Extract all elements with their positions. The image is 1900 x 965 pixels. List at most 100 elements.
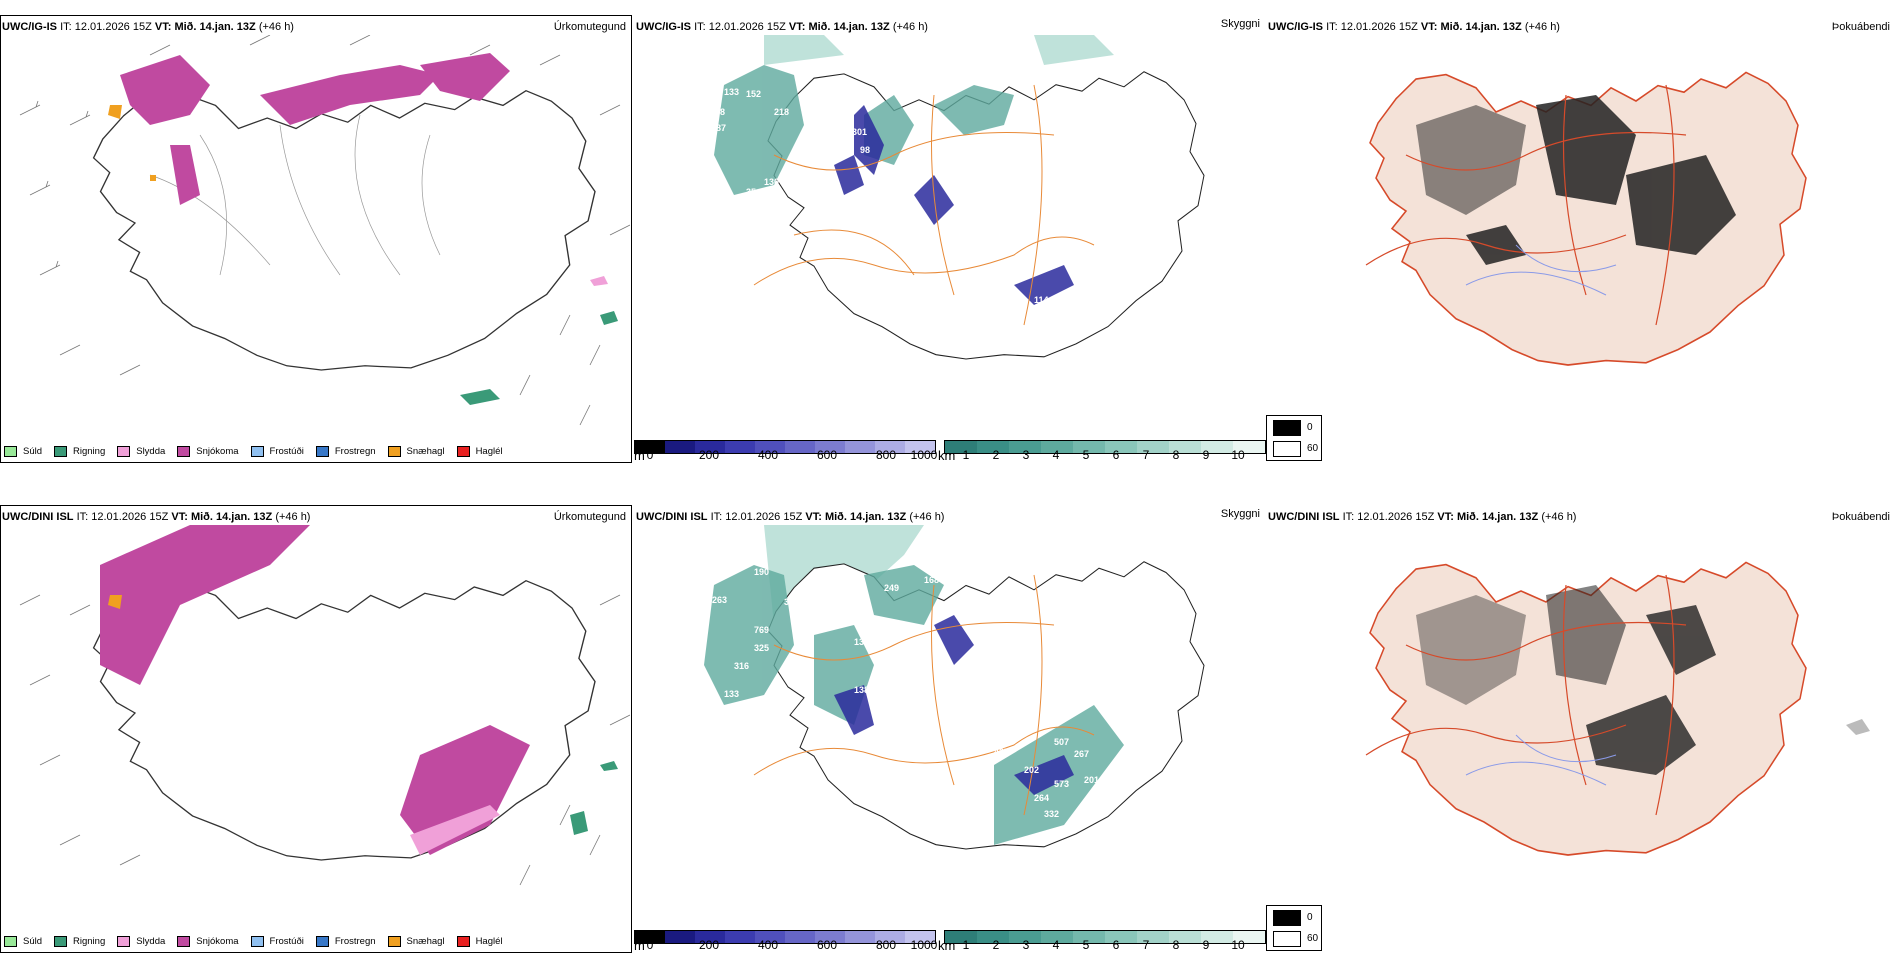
legend-label: 60 — [1307, 933, 1319, 944]
it-label: IT: — [1326, 21, 1338, 33]
tick: 2 — [992, 448, 1000, 462]
legend-label: Frostregn — [334, 445, 376, 457]
tick: 1 — [962, 938, 970, 952]
legend-item: Snjókoma — [177, 445, 239, 457]
legend-label: Slydda — [136, 445, 166, 457]
snow-pellet-areas — [108, 595, 122, 609]
tick: 6 — [1112, 938, 1120, 952]
tick: 5 — [1082, 938, 1090, 952]
panel-header: UWC/IG-IS IT: 12.01.2026 15Z VT: Mið. 14… — [636, 21, 928, 33]
svg-text:168: 168 — [924, 575, 939, 585]
precip-map — [19, 525, 630, 886]
it-label: IT: — [60, 21, 72, 33]
legend-item: Snæhagl — [387, 445, 445, 457]
legend-item: Rigning — [54, 935, 105, 947]
svg-text:133: 133 — [724, 689, 739, 699]
init-time: 12.01.2026 15Z — [1357, 511, 1435, 523]
svg-text:332: 332 — [1044, 809, 1059, 819]
svg-text:427: 427 — [994, 747, 1009, 757]
svg-text:218: 218 — [774, 107, 789, 117]
low-visibility-m — [834, 105, 1074, 305]
tick: 9 — [1202, 938, 1210, 952]
init-time: 12.01.2026 15Z — [725, 511, 803, 523]
model-name: UWC/IG-IS — [636, 21, 691, 33]
fog-legend: 0 60 — [1266, 905, 1322, 951]
svg-text:83: 83 — [794, 683, 804, 693]
svg-text:264: 264 — [1034, 793, 1049, 803]
legend-item: Haglél — [456, 445, 503, 457]
svg-text:359: 359 — [784, 597, 799, 607]
panel-header: UWC/DINI ISL IT: 12.01.2026 15Z VT: Mið.… — [636, 511, 944, 523]
field-name: Skyggni — [1220, 18, 1260, 30]
visibility-m-colorbar — [634, 440, 936, 454]
legend-item: Frostúði — [250, 445, 304, 457]
legend-label: Snjókoma — [196, 935, 239, 947]
visibility-map: 133 152 198 87 218 156 66 301 98 130 35 10 12 84 1… — [704, 35, 1205, 360]
tick: 0 — [646, 448, 654, 462]
model-name: UWC/IG-IS — [2, 21, 57, 33]
legend-item: Haglél — [456, 935, 503, 947]
road-network — [753, 84, 1095, 326]
lead-time: (+46 h) — [275, 511, 311, 523]
legend-item: Súld — [4, 935, 42, 947]
sleet-areas — [590, 276, 608, 286]
tick: 6 — [1112, 448, 1120, 462]
svg-text:263: 263 — [712, 595, 727, 605]
svg-text:198: 198 — [710, 107, 725, 117]
svg-text:66: 66 — [934, 87, 944, 97]
lead-time: (+46 h) — [1541, 511, 1577, 523]
field-name: Úrkomutegund — [553, 511, 626, 523]
legend-label: Frostúði — [269, 935, 304, 947]
legend-label: Rigning — [73, 445, 106, 457]
model-name: UWC/IG-IS — [1268, 21, 1323, 33]
it-label: IT: — [694, 21, 706, 33]
legend-label: Haglél — [475, 445, 503, 457]
svg-text:152: 152 — [746, 89, 761, 99]
tick: 1000 — [910, 448, 938, 462]
it-label: IT: — [1342, 511, 1355, 523]
tick: 4 — [1052, 938, 1060, 952]
legend-label: Frostúði — [269, 445, 304, 457]
visibility-panel-top: UWC/IG-IS IT: 12.01.2026 15Z VT: Mið. 14… — [634, 0, 1266, 475]
legend-label: Haglél — [475, 935, 503, 947]
precip-legend: Súld Rigning Slydda Snjókoma Frostúði Fr… — [4, 933, 515, 949]
legend-item: Frostregn — [315, 935, 376, 947]
tick: 10 — [1231, 938, 1245, 952]
tick: 3 — [1022, 938, 1030, 952]
model-name: UWC/DINI ISL — [1268, 511, 1340, 523]
init-time: 12.01.2026 15Z — [91, 511, 169, 523]
model-name: UWC/DINI ISL — [636, 511, 708, 523]
svg-text:114: 114 — [1034, 295, 1049, 305]
fog-map — [1365, 71, 1807, 366]
legend-swatch-min — [1273, 441, 1301, 457]
panel-header: UWC/IG-IS IT: 12.01.2026 15Z VT: Mið. 14… — [1268, 21, 1560, 33]
init-time: 12.01.2026 15Z — [708, 21, 786, 33]
precip-map — [19, 35, 630, 426]
colorbar-unit: m — [634, 448, 645, 463]
svg-text:573: 573 — [1054, 779, 1069, 789]
fog-areas — [1416, 95, 1736, 265]
svg-text:84: 84 — [860, 251, 870, 261]
svg-text:35: 35 — [746, 187, 756, 197]
legend-item: Rigning — [54, 445, 106, 457]
rain-areas — [570, 761, 618, 835]
svg-text:98: 98 — [860, 145, 870, 155]
fog-legend: 0 60 — [1266, 415, 1322, 461]
tick: 600 — [816, 448, 838, 462]
lead-time: (+46 h) — [1524, 21, 1560, 33]
bottom-row: UWC/DINI ISL IT: 12.01.2026 15Z VT: Mið.… — [0, 490, 1900, 965]
coastline — [92, 90, 596, 371]
legend-label: Snjókoma — [196, 445, 239, 457]
svg-text:12: 12 — [1074, 285, 1084, 295]
svg-text:138: 138 — [854, 637, 869, 647]
visibility-panel-bottom: UWC/DINI ISL IT: 12.01.2026 15Z VT: Mið.… — [634, 490, 1266, 965]
rivers — [1465, 734, 1617, 786]
tick: 0 — [646, 938, 654, 952]
low-visibility-km — [704, 565, 1124, 845]
legend-item: Slydda — [117, 935, 165, 947]
precip-type-panel-bottom: UWC/DINI ISL IT: 12.01.2026 15Z VT: Mið.… — [0, 490, 632, 965]
visibility-km-colorbar — [944, 440, 1266, 454]
snow-areas — [100, 525, 530, 855]
valid-time: VT: Mið. 14.jan. 13Z — [805, 511, 907, 523]
valid-time: VT: Mið. 14.jan. 13Z — [154, 21, 256, 33]
